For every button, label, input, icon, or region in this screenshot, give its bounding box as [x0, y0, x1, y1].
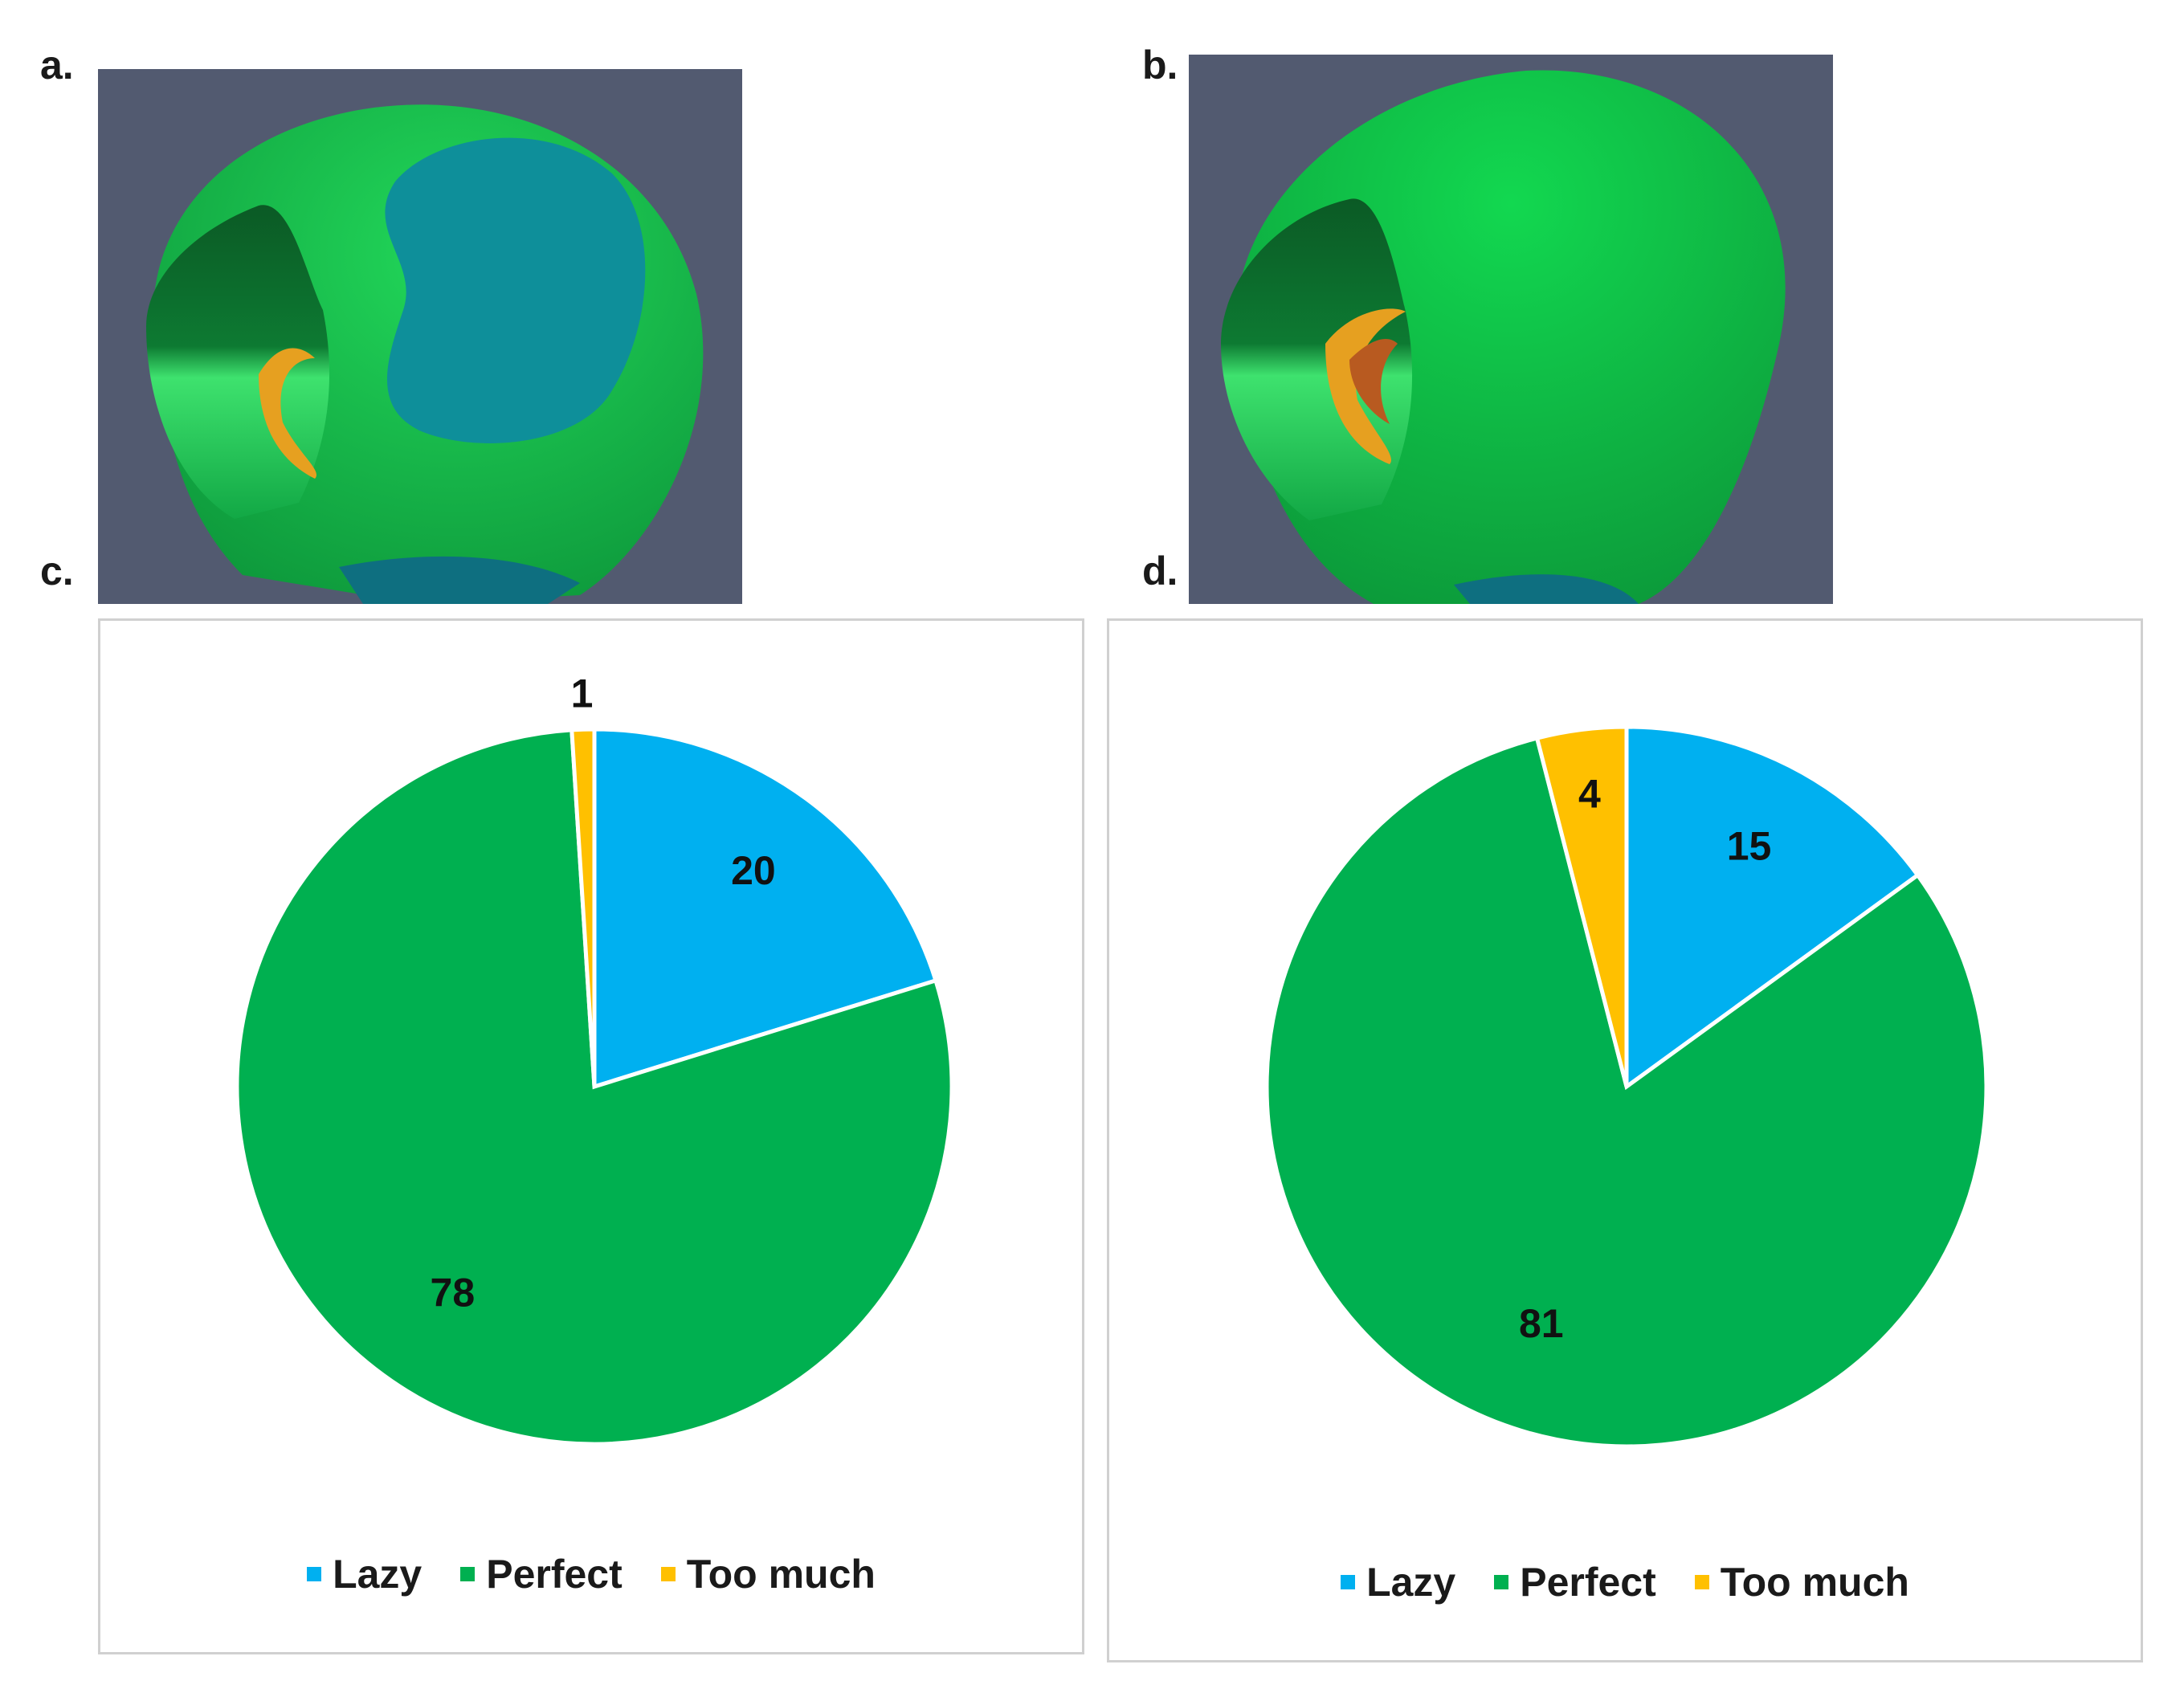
pie-slice-too-much [569, 727, 597, 1087]
shell-render-a [146, 104, 704, 604]
data-label-perfect: 81 [1519, 1301, 1564, 1346]
panel-label-c: c. [40, 549, 74, 594]
data-label-too-much: 1 [571, 671, 594, 716]
legend-swatch-too-much [1694, 1575, 1709, 1589]
legend-item-too-much: Too much [660, 1551, 876, 1597]
pie-slice-perfect [235, 728, 954, 1446]
legend-swatch-perfect [460, 1567, 476, 1581]
pie-slice-perfect [1264, 736, 1989, 1449]
pie-slice-too-much [1534, 724, 1629, 1087]
render-image-b [1189, 55, 1833, 604]
legend-label-lazy: Lazy [333, 1552, 423, 1597]
panel-label-d: d. [1142, 549, 1178, 594]
legend-label-too-much: Too much [1720, 1560, 1909, 1605]
panel-label-a: a. [40, 43, 74, 88]
pie-slice-lazy [592, 727, 939, 1090]
data-label-perfect: 78 [431, 1271, 476, 1316]
pie-slice-lazy [1624, 724, 1921, 1091]
data-label-too-much: 4 [1578, 772, 1601, 817]
legend-item-too-much: Too much [1694, 1559, 1909, 1605]
pie-chart-c: 20 78 1 [235, 671, 954, 1446]
legend-item-perfect: Perfect [1494, 1559, 1656, 1605]
data-label-lazy: 20 [731, 848, 776, 893]
legend-item-perfect: Perfect [460, 1551, 623, 1597]
render-image-a [98, 69, 742, 604]
chart-frame-c: 20 78 1 Lazy Perfect Too much [98, 618, 1084, 1654]
data-label-lazy: 15 [1727, 824, 1772, 869]
legend-label-perfect: Perfect [486, 1552, 623, 1597]
shell-render-b [1221, 70, 1786, 604]
panel-label-b: b. [1142, 43, 1178, 88]
legend-swatch-too-much [660, 1567, 676, 1581]
legend-label-too-much: Too much [686, 1552, 876, 1597]
legend-item-lazy: Lazy [1341, 1559, 1455, 1605]
legend-item-lazy: Lazy [307, 1551, 422, 1597]
legend-label-lazy: Lazy [1366, 1560, 1456, 1605]
legend-label-perfect: Perfect [1520, 1560, 1656, 1605]
legend-c: Lazy Perfect Too much [100, 1551, 1082, 1597]
chart-frame-d: 15 81 4 Lazy Perfect Too much [1107, 618, 2143, 1662]
pie-chart-d: 15 81 4 [1264, 724, 1989, 1449]
legend-d: Lazy Perfect Too much [1109, 1559, 2141, 1605]
legend-swatch-lazy [1341, 1575, 1356, 1589]
legend-swatch-lazy [307, 1567, 322, 1581]
legend-swatch-perfect [1494, 1575, 1509, 1589]
